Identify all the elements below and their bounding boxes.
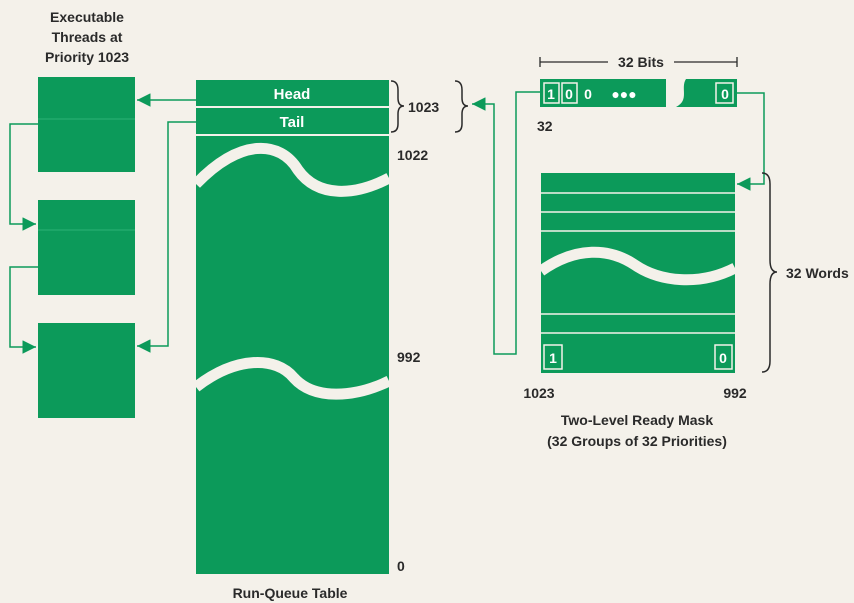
bit-cell-2-outline xyxy=(561,82,578,104)
bit-word-right xyxy=(676,79,737,107)
ready-mask-break xyxy=(537,246,738,286)
run-queue-break-upper xyxy=(192,143,392,197)
bit-value-2: 0 xyxy=(565,86,573,102)
run-queue-caption: Run-Queue Table xyxy=(233,585,348,601)
ready-mask-right-index: 992 xyxy=(723,385,747,401)
ready-mask-words-brace xyxy=(761,172,778,373)
bit-value-3: 0 xyxy=(584,86,592,102)
run-queue-tail-label: Tail xyxy=(280,114,305,131)
bits-width-label: 32 Bits xyxy=(618,54,664,70)
bit-word-index-label: 32 xyxy=(537,118,553,134)
bit-word-left xyxy=(540,79,666,107)
bit-value-1: 1 xyxy=(547,86,555,102)
thread-link-2-to-3 xyxy=(9,266,38,354)
bit-value-last: 0 xyxy=(721,86,729,102)
ready-mask-first-bit-outline xyxy=(543,344,563,370)
bit-cell-1-outline xyxy=(543,82,560,104)
thread-box-3 xyxy=(38,323,135,418)
entry-1023-brace-right xyxy=(454,80,469,133)
entry-1023-brace-left xyxy=(390,80,405,133)
threads-label-line2: Threads at xyxy=(52,29,123,45)
ready-mask-words-label: 32 Words xyxy=(786,265,849,281)
tail-pointer-arrow xyxy=(137,121,196,353)
thread-box-2 xyxy=(38,200,135,295)
ready-mask-left-index: 1023 xyxy=(523,385,554,401)
ready-mask-caption-line1: Two-Level Ready Mask xyxy=(561,412,713,428)
bitword-to-runqueue-arrow xyxy=(472,91,540,355)
bit-cell-last-outline xyxy=(715,82,734,104)
thread-link-1-to-2 xyxy=(9,123,38,231)
run-queue-index-992: 992 xyxy=(397,349,421,365)
ready-mask-caption-line2: (32 Groups of 32 Priorities) xyxy=(547,433,727,449)
threads-label-line1: Executable xyxy=(50,9,124,25)
run-queue-index-1022: 1022 xyxy=(397,147,428,163)
thread-box-1 xyxy=(38,77,135,172)
ready-mask-last-bit-outline xyxy=(714,344,733,370)
bitword-to-mask-arrow xyxy=(737,92,765,191)
ready-mask-first-bit: 1 xyxy=(549,350,557,366)
run-queue-head-label: Head xyxy=(274,86,311,103)
run-queue-index-0: 0 xyxy=(397,558,405,574)
bit-ellipsis-dots: ●●● xyxy=(611,86,636,102)
run-queue-index-1023: 1023 xyxy=(408,99,439,115)
threads-label-line3: Priority 1023 xyxy=(45,49,129,65)
run-queue-break-lower xyxy=(192,356,392,400)
ready-mask-last-bit: 0 xyxy=(719,350,727,366)
